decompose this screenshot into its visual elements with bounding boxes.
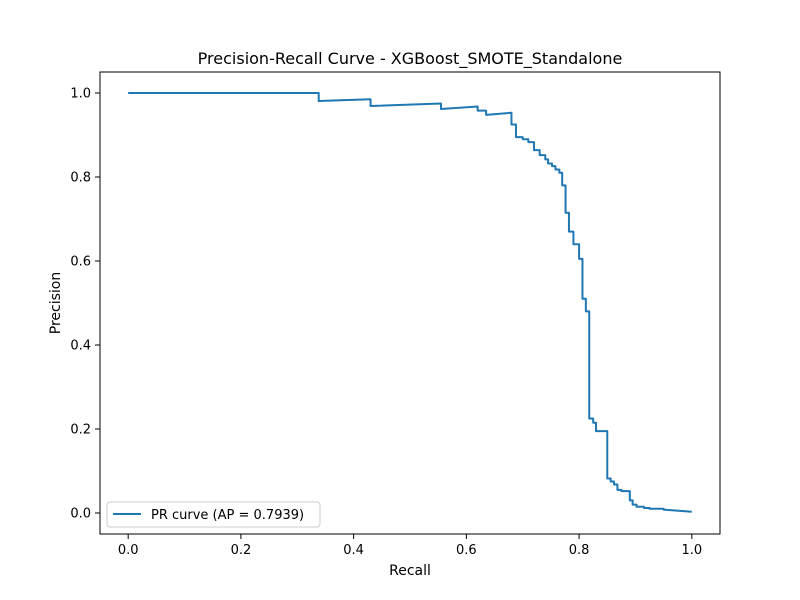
y-tick-label: 0.4 xyxy=(70,339,91,354)
y-tick-label: 0.0 xyxy=(70,507,91,522)
plot-frame xyxy=(99,71,721,535)
y-axis-label: Precision xyxy=(48,272,64,334)
x-tick-label: 0.8 xyxy=(569,543,590,558)
legend: PR curve (AP = 0.7939) xyxy=(106,501,321,528)
x-tick-label: 0.6 xyxy=(456,543,477,558)
y-tick-label: 0.8 xyxy=(70,171,91,186)
y-tick-label: 0.6 xyxy=(70,255,91,270)
x-axis-label: Recall xyxy=(389,563,431,579)
y-tick-label: 0.2 xyxy=(70,423,91,438)
plot-area xyxy=(100,72,720,534)
y-tick-label: 1.0 xyxy=(70,87,91,102)
series-layer xyxy=(128,92,692,513)
series-line-0 xyxy=(128,92,692,513)
legend-box xyxy=(106,501,321,528)
x-tick-label: 0.4 xyxy=(343,543,364,558)
chart-title: Precision-Recall Curve - XGBoost_SMOTE_S… xyxy=(198,49,623,69)
x-tick-label: 1.0 xyxy=(681,543,702,558)
x-tick-label: 0.2 xyxy=(231,543,252,558)
y-axis-ticks: 0.0 0.2 0.4 0.6 0.8 1.0 xyxy=(70,87,100,522)
x-tick-label: 0.0 xyxy=(118,543,139,558)
x-axis-ticks: 0.0 0.2 0.4 0.6 0.8 1.0 xyxy=(118,534,702,558)
legend-entry-label: PR curve (AP = 0.7939) xyxy=(151,508,304,523)
